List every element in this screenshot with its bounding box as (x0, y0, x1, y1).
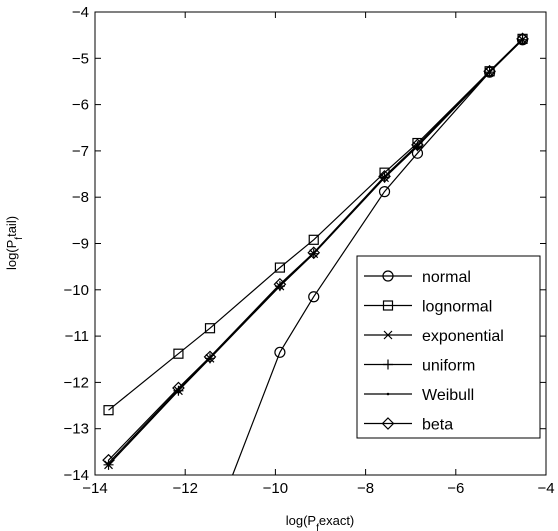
legend-item-weibull: Weibull (364, 387, 474, 404)
marker-diamond (378, 170, 391, 183)
marker-circle (378, 186, 391, 198)
marker-circle (308, 291, 320, 303)
legend-label: Weibull (422, 387, 474, 404)
y-tick-label: −6 (72, 97, 89, 114)
legend-item-normal: normal (364, 269, 471, 286)
y-tick-label: −13 (64, 421, 89, 438)
marker-square (382, 300, 394, 311)
marker-diamond (307, 246, 321, 260)
marker-dot (386, 392, 390, 396)
marker-diamond (203, 350, 217, 364)
y-tick-label: −11 (65, 328, 89, 345)
x-tick-label: −12 (172, 480, 197, 497)
x-axis-label: log(Pfexact) (286, 513, 355, 531)
marker-diamond (381, 417, 395, 430)
marker-x (383, 330, 393, 340)
legend-box (356, 255, 541, 439)
y-tick-label: −12 (64, 374, 89, 391)
marker-diamond (273, 277, 287, 291)
y-tick-label: −8 (72, 189, 89, 206)
marker-circle (274, 346, 286, 358)
marker-plus (103, 459, 114, 470)
legend-item-uniform: uniform (364, 358, 475, 375)
legend-item-exponential: exponential (364, 328, 504, 345)
legend-label: uniform (422, 358, 475, 375)
marker-square (204, 323, 216, 334)
legend-item-beta: beta (364, 417, 453, 434)
legend-label: exponential (422, 328, 504, 345)
marker-plus (383, 359, 393, 370)
x-tick-label: −4 (537, 480, 554, 497)
marker-dot (107, 461, 110, 465)
series-line (108, 38, 523, 461)
y-tick-label: −14 (64, 467, 89, 484)
marker-square (308, 234, 319, 245)
series-layer (102, 32, 529, 476)
marker-diamond (172, 381, 185, 395)
legend-label: beta (422, 417, 453, 434)
x-tick-label: −14 (82, 480, 107, 497)
legend-item-lognormal: lognormal (364, 299, 492, 316)
y-tick-label: −4 (72, 4, 89, 21)
y-tick-label: −9 (72, 236, 89, 253)
y-tick-label: −5 (72, 50, 89, 67)
x-tick-label: −10 (263, 480, 288, 497)
x-tick-label: −8 (357, 480, 374, 497)
marker-diamond (102, 453, 115, 467)
marker-diamond (411, 138, 424, 152)
marker-square (103, 405, 114, 416)
y-tick-label: −7 (72, 143, 89, 160)
marker-diamond (516, 32, 529, 46)
series-beta (102, 32, 529, 467)
legend-label: normal (422, 269, 471, 286)
marker-circle (382, 270, 394, 282)
y-tick-label: −10 (64, 282, 89, 299)
x-tick-label: −6 (447, 480, 464, 497)
ticks-layer: −14 −12 −10 −8 −6 −4 −14 −13 −12 −11 −10 −9 −8 −7 −6 −5… (64, 4, 555, 497)
marker-square (173, 348, 184, 359)
marker-square (274, 262, 286, 273)
legend-label: lognormal (422, 299, 492, 316)
marker-diamond (483, 64, 496, 78)
legend: normal lognormal exponential uniform Weibull… (356, 255, 541, 439)
